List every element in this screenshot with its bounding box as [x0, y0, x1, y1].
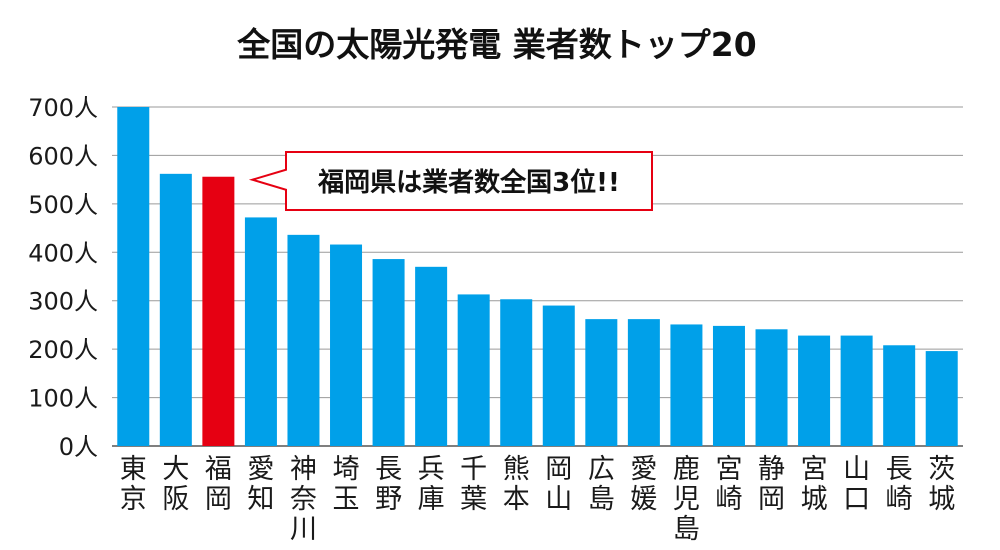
- bar-3: [202, 176, 235, 447]
- bar-12: [585, 319, 618, 446]
- x-tick-label: 宮城: [801, 454, 828, 515]
- bar-15: [712, 325, 745, 446]
- bar-10: [500, 299, 533, 446]
- x-tick-label: 長崎: [886, 454, 913, 515]
- bar-16: [755, 329, 788, 446]
- bar-4: [244, 217, 277, 446]
- x-tick-label: 埼玉: [333, 454, 360, 515]
- bar-7: [372, 259, 405, 446]
- x-tick-label: 鹿児島: [673, 454, 700, 545]
- x-tick-label: 宮崎: [715, 454, 742, 515]
- callout-text: 福岡県は業者数全国3位!!: [317, 167, 620, 198]
- chart-title: 全国の太陽光発電 業者数トップ20: [236, 25, 756, 64]
- x-axis-labels: 東京大阪福岡愛知神奈川埼玉長野兵庫千葉熊本岡山広島愛媛鹿児島宮崎静岡宮城山口長崎…: [120, 454, 955, 545]
- bar-8: [415, 266, 448, 446]
- callout: 福岡県は業者数全国3位!!: [248, 151, 653, 211]
- x-tick-label: 静岡: [758, 454, 785, 515]
- bar-20: [925, 351, 958, 446]
- bars: [117, 107, 958, 447]
- x-tick-label: 長野: [375, 454, 402, 515]
- bar-11: [542, 305, 575, 446]
- bar-1: [117, 107, 150, 446]
- callout-box: [248, 151, 653, 211]
- x-tick-label: 兵庫: [418, 454, 445, 515]
- y-tick-label: 100人: [28, 385, 98, 413]
- y-tick-label: 200人: [28, 336, 98, 364]
- x-tick-label: 福岡: [205, 454, 232, 515]
- x-tick-label: 千葉: [460, 454, 487, 515]
- x-tick-label: 愛媛: [630, 454, 657, 515]
- x-tick-label: 熊本: [503, 454, 530, 515]
- x-tick-label: 岡山: [545, 454, 572, 515]
- x-tick-label: 広島: [588, 454, 615, 515]
- y-tick-label: 0人: [59, 433, 98, 461]
- y-tick-label: 300人: [28, 288, 98, 316]
- x-tick-label: 山口: [843, 454, 870, 515]
- x-tick-label: 神奈川: [290, 454, 317, 545]
- bar-2: [159, 173, 192, 446]
- bar-19: [883, 345, 916, 446]
- bar-6: [330, 244, 363, 446]
- bar-18: [840, 335, 873, 446]
- y-tick-label: 400人: [28, 239, 98, 267]
- bar-14: [670, 324, 703, 446]
- y-tick-label: 700人: [28, 94, 98, 122]
- y-tick-label: 600人: [28, 142, 98, 170]
- y-tick-label: 500人: [28, 191, 98, 219]
- bar-13: [627, 319, 660, 446]
- x-tick-label: 愛知: [247, 454, 274, 515]
- y-axis-ticks: 0人 100人 200人 300人 400人 500人 600人 700人: [28, 94, 98, 461]
- bar-5: [287, 234, 320, 446]
- bar-17: [798, 335, 831, 446]
- x-tick-label: 東京: [120, 454, 147, 515]
- x-tick-label: 茨城: [928, 454, 955, 515]
- x-tick-label: 大阪: [162, 454, 189, 515]
- bar-9: [457, 294, 490, 446]
